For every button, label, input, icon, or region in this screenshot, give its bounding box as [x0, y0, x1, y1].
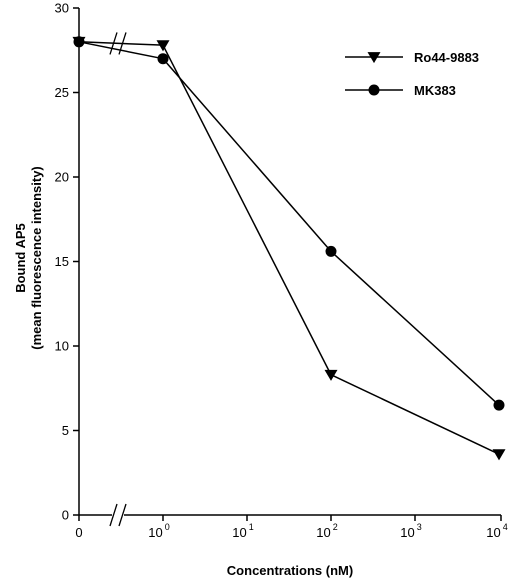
y-axis: 0 5 10 15 20 25 30 — [55, 1, 80, 523]
data-point-mk383 — [493, 399, 505, 411]
series-line-mk383 — [330, 250, 500, 406]
x-tick-label: 10 3 — [400, 522, 421, 540]
legend-marker — [368, 84, 380, 96]
y-tick-label: 20 — [55, 170, 69, 185]
x-tick-label: 10 4 — [486, 522, 507, 540]
y-axis-title-line-2: (mean fluorescence intensity) — [29, 166, 44, 350]
data-point-ro44-9883 — [156, 40, 170, 52]
y-axis-title-line-1: Bound AP5 — [13, 223, 28, 293]
x-axis-break — [109, 502, 127, 528]
legend-label: Ro44-9883 — [414, 50, 479, 65]
data-point-ro44-9883 — [324, 369, 338, 381]
legend-item-mk383: MK383 — [345, 83, 456, 98]
legend-label: MK383 — [414, 83, 456, 98]
x-tick-label: 10 2 — [316, 522, 337, 540]
series-line-ro44-9883 — [330, 374, 500, 455]
x-tick-label: 10 1 — [232, 522, 253, 540]
legend: Ro44-9883 MK383 — [345, 50, 479, 98]
data-point-mk383 — [325, 245, 337, 257]
y-tick-label: 15 — [55, 254, 69, 269]
data-point-mk383 — [73, 36, 85, 48]
y-tick-label: 25 — [55, 85, 69, 100]
x-axis-title: Concentrations (nM) — [227, 563, 353, 578]
data-point-mk383 — [157, 53, 169, 65]
y-tick-label: 10 — [55, 339, 69, 354]
legend-item-ro44-9883: Ro44-9883 — [345, 50, 479, 65]
legend-marker — [367, 52, 381, 64]
data-point-ro44-9883 — [492, 449, 506, 461]
y-tick-label: 0 — [62, 508, 69, 523]
x-tick-label: 10 0 — [148, 522, 169, 540]
y-tick-label: 30 — [55, 1, 69, 16]
x-tick-label: 0 — [75, 525, 82, 540]
series-line-ro44-9883 — [162, 44, 332, 376]
series-line-ro44-9883 — [78, 41, 164, 46]
y-tick-label: 5 — [62, 423, 69, 438]
x-axis: 0 10 0 10 1 10 2 10 3 10 4 — [75, 514, 508, 540]
series-line-mk383 — [78, 41, 164, 60]
series-line-mk383 — [162, 58, 332, 252]
